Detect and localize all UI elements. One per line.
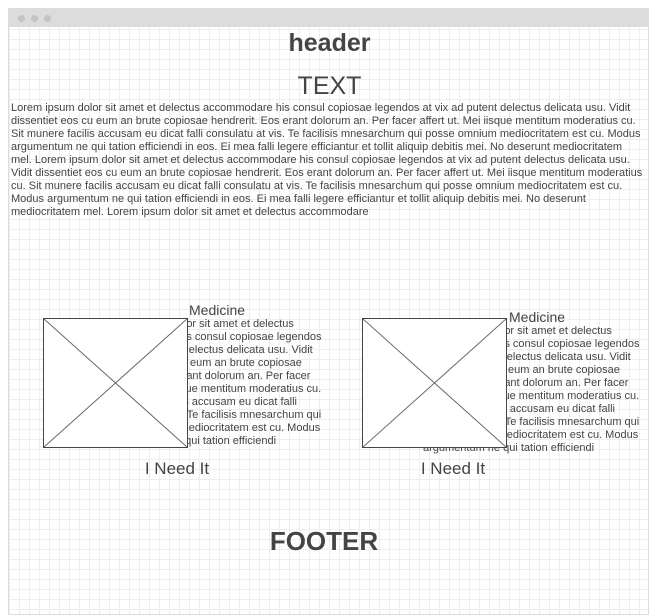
card-title: Medicine — [509, 309, 566, 325]
image-placeholder — [43, 318, 188, 448]
card-title: Medicine — [189, 302, 246, 318]
header: header — [288, 29, 371, 57]
image-placeholder — [362, 318, 507, 448]
window-dot — [31, 15, 38, 22]
button[interactable]: I Need It — [144, 459, 210, 478]
browser-window: header TEXT Lorem ipsum dolor sit amet e… — [8, 8, 649, 615]
section-heading: TEXT — [297, 72, 362, 100]
button[interactable]: I Need It — [420, 459, 486, 478]
section-body: Lorem ipsum dolor sit amet et delectus a… — [11, 102, 643, 218]
window-bar — [9, 9, 648, 27]
footer: FOOTER — [269, 526, 379, 556]
window-dot — [18, 15, 25, 22]
window-dot — [44, 15, 51, 22]
